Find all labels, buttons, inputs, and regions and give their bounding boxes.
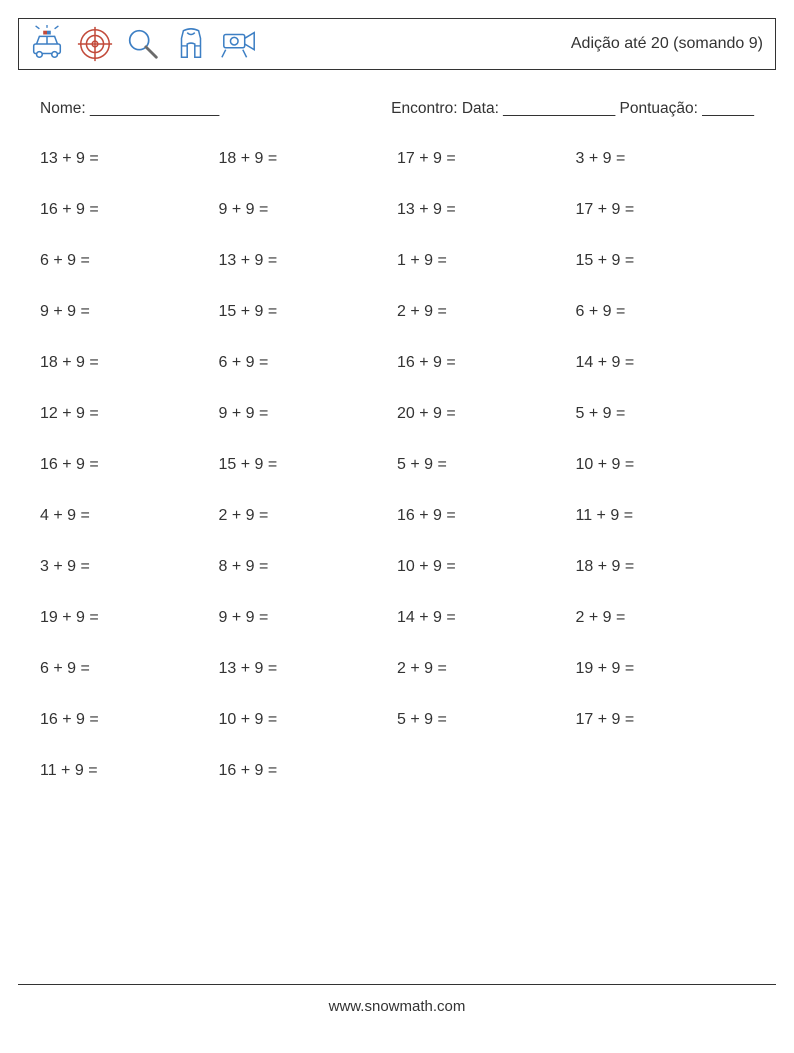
problem-cell: 3 + 9 = <box>576 150 755 168</box>
problem-row: 16 + 9 =10 + 9 =5 + 9 =17 + 9 = <box>40 711 754 729</box>
problem-cell: 6 + 9 = <box>219 354 398 372</box>
problem-cell: 2 + 9 = <box>219 507 398 525</box>
problem-cell <box>397 762 576 780</box>
problem-cell: 13 + 9 = <box>397 201 576 219</box>
problem-cell: 15 + 9 = <box>219 456 398 474</box>
problem-row: 12 + 9 =9 + 9 =20 + 9 =5 + 9 = <box>40 405 754 423</box>
problem-row: 6 + 9 =13 + 9 =1 + 9 =15 + 9 = <box>40 252 754 270</box>
meta-row: Nome: _______________ Encontro: Data: __… <box>18 100 776 118</box>
problem-cell: 10 + 9 = <box>576 456 755 474</box>
problem-cell: 6 + 9 = <box>40 660 219 678</box>
footer-divider <box>18 984 776 985</box>
problem-cell: 13 + 9 = <box>219 660 398 678</box>
problem-cell: 18 + 9 = <box>40 354 219 372</box>
problem-row: 11 + 9 =16 + 9 = <box>40 762 754 780</box>
problem-cell: 15 + 9 = <box>219 303 398 321</box>
problem-cell: 16 + 9 = <box>397 507 576 525</box>
problem-row: 9 + 9 =15 + 9 =2 + 9 =6 + 9 = <box>40 303 754 321</box>
police-car-icon <box>27 24 67 64</box>
name-field-label: Nome: _______________ <box>40 100 219 118</box>
problem-cell: 2 + 9 = <box>397 303 576 321</box>
problem-cell: 13 + 9 = <box>40 150 219 168</box>
header-icons <box>27 24 259 64</box>
problem-cell: 11 + 9 = <box>576 507 755 525</box>
worksheet-page: Adição até 20 (somando 9) Nome: ________… <box>0 0 794 1053</box>
problem-cell: 10 + 9 = <box>219 711 398 729</box>
problem-cell: 16 + 9 = <box>40 456 219 474</box>
problem-cell: 9 + 9 = <box>219 609 398 627</box>
problem-cell: 13 + 9 = <box>219 252 398 270</box>
problem-cell: 11 + 9 = <box>40 762 219 780</box>
problem-cell: 17 + 9 = <box>576 711 755 729</box>
problem-cell: 19 + 9 = <box>576 660 755 678</box>
problem-cell: 19 + 9 = <box>40 609 219 627</box>
problem-cell: 14 + 9 = <box>397 609 576 627</box>
problem-cell: 18 + 9 = <box>576 558 755 576</box>
problem-row: 3 + 9 =8 + 9 =10 + 9 =18 + 9 = <box>40 558 754 576</box>
problem-cell: 16 + 9 = <box>219 762 398 780</box>
worksheet-title: Adição até 20 (somando 9) <box>571 35 763 53</box>
problem-cell: 20 + 9 = <box>397 405 576 423</box>
problem-cell: 9 + 9 = <box>40 303 219 321</box>
problem-row: 4 + 9 =2 + 9 =16 + 9 =11 + 9 = <box>40 507 754 525</box>
problem-cell: 16 + 9 = <box>397 354 576 372</box>
problem-cell: 5 + 9 = <box>397 456 576 474</box>
problem-row: 19 + 9 =9 + 9 =14 + 9 =2 + 9 = <box>40 609 754 627</box>
magnifier-icon <box>123 24 163 64</box>
problem-cell: 8 + 9 = <box>219 558 398 576</box>
problem-cell: 9 + 9 = <box>219 405 398 423</box>
problem-row: 6 + 9 =13 + 9 =2 + 9 =19 + 9 = <box>40 660 754 678</box>
problem-cell: 1 + 9 = <box>397 252 576 270</box>
problem-row: 16 + 9 =15 + 9 =5 + 9 =10 + 9 = <box>40 456 754 474</box>
date-score-label: Encontro: Data: _____________ Pontuação:… <box>391 100 754 118</box>
problem-cell <box>576 762 755 780</box>
problem-row: 13 + 9 =18 + 9 =17 + 9 =3 + 9 = <box>40 150 754 168</box>
problem-cell: 6 + 9 = <box>40 252 219 270</box>
problem-cell: 14 + 9 = <box>576 354 755 372</box>
problem-cell: 5 + 9 = <box>576 405 755 423</box>
life-vest-icon <box>171 24 211 64</box>
problem-cell: 9 + 9 = <box>219 201 398 219</box>
problem-cell: 12 + 9 = <box>40 405 219 423</box>
problem-cell: 4 + 9 = <box>40 507 219 525</box>
header-box: Adição até 20 (somando 9) <box>18 18 776 70</box>
problem-cell: 18 + 9 = <box>219 150 398 168</box>
problem-cell: 3 + 9 = <box>40 558 219 576</box>
problem-cell: 2 + 9 = <box>576 609 755 627</box>
problems-grid: 13 + 9 =18 + 9 =17 + 9 =3 + 9 =16 + 9 =9… <box>18 150 776 780</box>
problem-row: 16 + 9 =9 + 9 =13 + 9 =17 + 9 = <box>40 201 754 219</box>
problem-cell: 6 + 9 = <box>576 303 755 321</box>
footer-url: www.snowmath.com <box>0 998 794 1015</box>
problem-cell: 17 + 9 = <box>576 201 755 219</box>
problem-cell: 17 + 9 = <box>397 150 576 168</box>
problem-cell: 15 + 9 = <box>576 252 755 270</box>
problem-cell: 10 + 9 = <box>397 558 576 576</box>
problem-cell: 2 + 9 = <box>397 660 576 678</box>
problem-cell: 16 + 9 = <box>40 711 219 729</box>
target-icon <box>75 24 115 64</box>
problem-row: 18 + 9 =6 + 9 =16 + 9 =14 + 9 = <box>40 354 754 372</box>
problem-cell: 5 + 9 = <box>397 711 576 729</box>
camera-icon <box>219 24 259 64</box>
problem-cell: 16 + 9 = <box>40 201 219 219</box>
